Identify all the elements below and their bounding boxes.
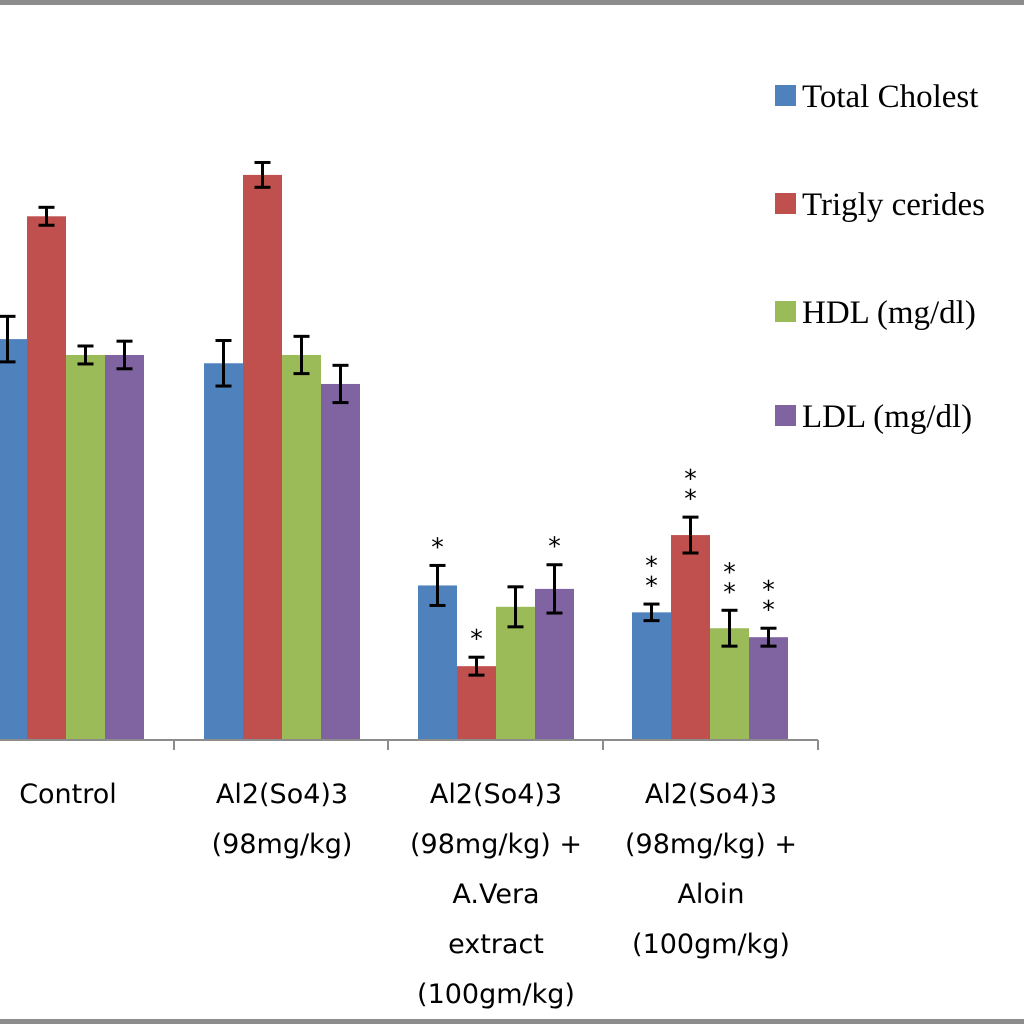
significance-layer: *********** — [431, 464, 775, 653]
legend-swatch-3 — [775, 405, 796, 426]
legend-item-1: Trigly cerides — [775, 187, 985, 223]
significance-marker-0-3: * — [645, 551, 658, 580]
significance-marker-1-3: * — [684, 484, 697, 513]
error-bar-0-0 — [0, 314, 16, 364]
error-bar-0-2 — [429, 563, 446, 607]
legend-item-2: HDL (mg/dl) — [775, 295, 976, 331]
error-bar-0-3 — [643, 602, 660, 623]
significance-marker-3-2: * — [548, 532, 561, 561]
category-label-0: Control — [19, 779, 117, 810]
legend-item-3: LDL (mg/dl) — [775, 399, 972, 435]
error-bar-1-2 — [468, 655, 485, 677]
bar-2-2 — [496, 606, 535, 740]
bar-1-2 — [457, 666, 496, 740]
bar-1-1 — [243, 174, 282, 740]
error-bar-3-2 — [546, 563, 563, 615]
x-axis — [0, 739, 819, 750]
bar-3-1 — [321, 383, 360, 740]
significance-marker-0-2: * — [431, 532, 444, 561]
significance-marker-1-3: * — [684, 464, 697, 493]
bar-0-0 — [0, 339, 27, 740]
bar-2-0 — [66, 354, 105, 740]
legend-swatch-0 — [775, 85, 796, 106]
bar-3-3 — [749, 637, 788, 740]
bar-3-0 — [105, 354, 144, 740]
error-bar-3-1 — [332, 363, 349, 405]
error-bar-1-3 — [682, 515, 699, 555]
category-labels: Control Al2(So4)3 (98mg/kg) Al2(So4)3 (98mg/… — [19, 779, 797, 1010]
error-bar-3-0 — [116, 339, 133, 371]
significance-marker-2-3: * — [723, 557, 736, 586]
legend-label-3: LDL (mg/dl) — [802, 399, 972, 435]
bar-0-1 — [204, 363, 243, 740]
error-bar-0-1 — [215, 338, 232, 388]
error-bar-2-2 — [507, 585, 524, 629]
significance-marker-3-3: * — [762, 575, 775, 604]
error-bar-3-3 — [760, 626, 777, 648]
category-label-1: Al2(So4)3 (98mg/kg) — [212, 779, 353, 860]
bar-0-2 — [418, 585, 457, 740]
legend-label-0: Total Cholest — [802, 79, 978, 115]
bar-0-3 — [632, 612, 671, 740]
error-bar-1-1 — [254, 160, 271, 189]
error-bar-2-0 — [77, 344, 94, 366]
error-bar-2-1 — [293, 334, 310, 376]
legend-label-1: Trigly cerides — [802, 187, 985, 223]
legend-item-0: Total Cholest — [775, 79, 978, 115]
bar-2-1 — [282, 354, 321, 740]
legend-swatch-1 — [775, 193, 796, 214]
significance-marker-2-3: * — [723, 577, 736, 606]
legend: Total Cholest Trigly cerides HDL (mg/dl) LD… — [775, 79, 985, 435]
significance-marker-0-3: * — [645, 571, 658, 600]
bar-1-3 — [671, 535, 710, 740]
bar-1-0 — [27, 216, 66, 741]
frame-bottom-border — [0, 1019, 1024, 1024]
error-bar-2-3 — [721, 608, 738, 648]
error-bar-1-0 — [38, 205, 55, 227]
legend-swatch-2 — [775, 301, 796, 322]
category-label-2: Al2(So4)3 (98mg/kg) + A.Vera extract (100gm/… — [410, 779, 582, 1010]
significance-marker-1-2: * — [470, 624, 483, 653]
significance-marker-3-3: * — [762, 595, 775, 624]
bars-layer — [0, 174, 788, 741]
frame-top-border — [0, 0, 1024, 5]
legend-label-2: HDL (mg/dl) — [802, 295, 976, 331]
category-label-3: Al2(So4)3 (98mg/kg) + Aloin (100gm/kg) — [625, 779, 797, 960]
error-bars-layer — [0, 160, 777, 677]
